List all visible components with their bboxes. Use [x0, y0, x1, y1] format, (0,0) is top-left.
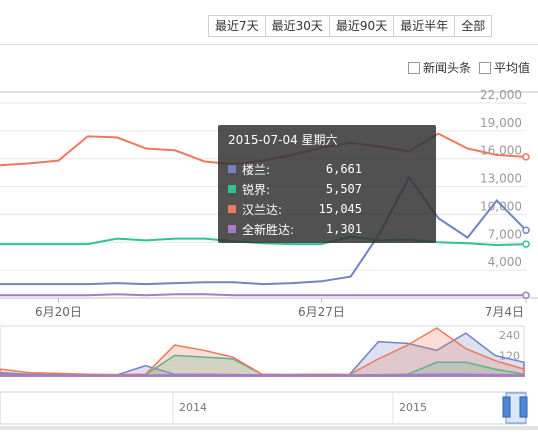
tooltip-row-ruijie: 锐界: 5,507: [228, 181, 428, 197]
series-endpoint-3[interactable]: [522, 291, 530, 299]
y-tick-label: 19,000: [480, 116, 522, 130]
tooltip-name: 楼兰:: [242, 162, 271, 177]
news-checkbox[interactable]: [407, 61, 420, 74]
y-tick-label: 10,000: [480, 199, 522, 213]
series-endpoint-2[interactable]: [522, 153, 530, 161]
x-tick-label: 6月20日: [35, 305, 82, 319]
tooltip-name: 全新胜达:: [242, 222, 295, 237]
navigator-series-3: [0, 373, 525, 377]
series-line-0: [0, 175, 527, 286]
timeline-year-label: 2014: [179, 401, 207, 414]
y-tick-label: 4,000: [488, 255, 522, 269]
y-tick-label: 22,000: [480, 88, 522, 102]
tooltip-swatch-quanxin: [228, 225, 236, 233]
y-tick-label: 13,000: [480, 172, 522, 186]
timeline-left-handle[interactable]: [502, 396, 511, 418]
average-checkbox[interactable]: [478, 61, 491, 74]
range-90d-button[interactable]: 最近90天: [329, 16, 395, 36]
tooltip-value: 15,045: [318, 202, 362, 216]
chart-options: 新闻头条 平均值: [407, 59, 530, 76]
data-tooltip: 2015-07-04 星期六 楼兰: 6,661 锐界: 5,507 汉兰达: …: [218, 125, 436, 243]
series-line-1: [0, 235, 527, 247]
tooltip-row-quanxin: 全新胜达: 1,301: [228, 221, 428, 237]
series-line-3: [0, 293, 526, 297]
series-endpoint-1[interactable]: [522, 240, 530, 248]
range-30d-button[interactable]: 最近30天: [265, 16, 330, 36]
tooltip-row-loulan: 楼兰: 6,661: [228, 161, 428, 177]
navigator-tick-label: 240: [499, 329, 520, 342]
tooltip-value: 1,301: [325, 222, 362, 236]
y-tick-label: 7,000: [488, 227, 522, 241]
timeline-year-label: 2015: [399, 401, 427, 414]
average-toggle-label: 平均值: [493, 61, 530, 75]
range-toolbar: 最近7天 最近30天 最近90天 最近半年 全部: [0, 0, 538, 45]
tooltip-swatch-loulan: [228, 165, 236, 173]
tooltip-value: 5,507: [325, 182, 362, 196]
tooltip-value: 6,661: [325, 162, 362, 176]
range-half-year-button[interactable]: 最近半年: [394, 16, 456, 36]
tooltip-swatch-hanlanda: [228, 205, 236, 213]
range-button-group: 最近7天 最近30天 最近90天 最近半年 全部: [208, 15, 493, 37]
tooltip-name: 锐界:: [242, 182, 271, 197]
tooltip-date: 2015-07-04 星期六: [228, 133, 338, 147]
series-endpoint-0[interactable]: [522, 226, 530, 234]
tooltip-row-hanlanda: 汉兰达: 15,045: [228, 201, 428, 217]
x-tick-label: 6月27日: [298, 305, 345, 319]
range-7d-button[interactable]: 最近7天: [209, 16, 266, 36]
range-all-button[interactable]: 全部: [455, 16, 492, 36]
timeline-bar[interactable]: [0, 391, 527, 425]
x-tick-label: 7月4日: [485, 305, 524, 319]
navigator-tick-label: 120: [499, 349, 520, 362]
average-toggle[interactable]: 平均值: [478, 59, 530, 76]
tooltip-swatch-ruijie: [228, 185, 236, 193]
news-toggle[interactable]: 新闻头条: [407, 59, 471, 76]
timeline-right-handle[interactable]: [519, 396, 528, 418]
tooltip-name: 汉兰达:: [242, 202, 283, 217]
news-toggle-label: 新闻头条: [422, 61, 471, 75]
